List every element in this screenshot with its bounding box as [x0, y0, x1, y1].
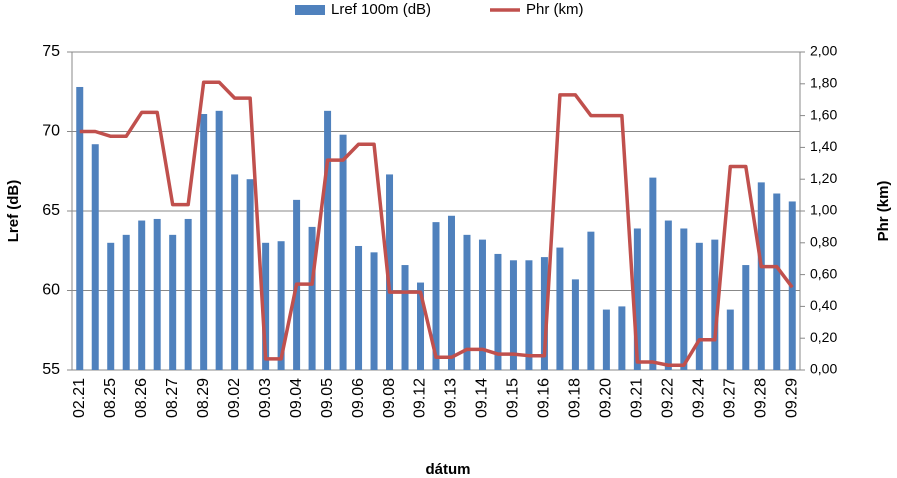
y-tick-label: 60: [42, 282, 60, 299]
bar: [184, 218, 192, 370]
bar: [215, 110, 223, 370]
bar: [525, 260, 533, 370]
bar: [773, 193, 781, 370]
bar: [76, 86, 84, 370]
bar: [138, 220, 146, 370]
bar: [262, 242, 270, 370]
x-tick-label: 09.06: [350, 378, 367, 418]
x-tick-label: 09.13: [443, 378, 460, 418]
bar: [587, 231, 595, 370]
bar: [478, 239, 486, 370]
bar: [742, 265, 750, 370]
bar: [355, 245, 363, 370]
bar: [680, 228, 688, 370]
bar: [122, 234, 130, 370]
x-axis-title: dátum: [426, 461, 471, 478]
bar: [618, 306, 626, 370]
y2-tick-label: 2,00: [810, 43, 837, 59]
bar: [711, 239, 719, 370]
x-tick-label: 08.29: [195, 378, 212, 418]
bar: [447, 215, 455, 370]
bar: [664, 220, 672, 370]
y2-tick-label: 0,20: [810, 329, 837, 345]
bar: [169, 234, 177, 370]
bar: [649, 177, 657, 370]
y2-tick-label: 0,80: [810, 234, 837, 250]
bar: [695, 242, 703, 370]
x-tick-label: 09.27: [722, 378, 739, 418]
bar: [386, 174, 394, 370]
y-tick-label: 70: [42, 123, 60, 140]
y2-axis-title: Phr (km): [875, 181, 892, 242]
y2-tick-label: 0,40: [810, 297, 837, 313]
bar: [246, 179, 254, 370]
x-tick-label: 08.25: [102, 378, 119, 418]
y-axis-title: Lref (dB): [5, 180, 22, 243]
x-tick-label: 09.21: [629, 378, 646, 418]
bar: [231, 174, 239, 370]
x-tick-label: 09.14: [474, 378, 491, 418]
bar: [324, 110, 332, 370]
y-tick-label: 55: [42, 361, 60, 378]
x-tick-label: 09.02: [226, 378, 243, 418]
bar: [153, 218, 161, 370]
bar: [463, 234, 471, 370]
bar: [556, 247, 564, 370]
bar: [200, 114, 208, 370]
y2-tick-label: 0,60: [810, 265, 837, 281]
x-tick-label: 09.12: [412, 378, 429, 418]
bar: [339, 134, 347, 370]
x-tick-label: 08.26: [133, 378, 150, 418]
bar: [432, 222, 440, 370]
legend-label: Phr (km): [526, 1, 584, 18]
bar: [540, 257, 548, 370]
bar: [277, 241, 285, 370]
x-tick-label: 09.03: [257, 378, 274, 418]
bar: [757, 182, 765, 370]
bar: [509, 260, 517, 370]
y2-tick-label: 1,00: [810, 202, 837, 218]
bar: [571, 279, 579, 370]
y2-tick-label: 0,00: [810, 361, 837, 377]
bar: [726, 309, 734, 370]
line: [79, 80, 794, 367]
bar: [417, 282, 425, 370]
legend-label: Lref 100m (dB): [331, 1, 431, 18]
bar: [401, 265, 409, 370]
bar: [91, 144, 99, 370]
bar: [107, 242, 115, 370]
x-tick-label: 08.27: [164, 378, 181, 418]
bar: [494, 253, 502, 370]
x-tick-label: 09.29: [783, 378, 800, 418]
x-tick-label: 09.16: [536, 378, 553, 418]
y2-tick-label: 1,20: [810, 170, 837, 186]
y2-tick-label: 1,80: [810, 75, 837, 91]
y-tick-label: 75: [42, 43, 60, 60]
x-tick-label: 09.20: [598, 378, 615, 418]
x-tick-label: 02.21: [71, 378, 88, 418]
bar: [308, 226, 316, 370]
x-tick-label: 09.08: [381, 378, 398, 418]
legend-swatch: [295, 5, 325, 15]
bar: [602, 309, 610, 370]
y2-tick-label: 1,40: [810, 138, 837, 154]
bar: [370, 252, 378, 370]
y2-tick-label: 1,60: [810, 106, 837, 122]
x-tick-label: 09.24: [691, 378, 708, 418]
x-tick-label: 09.15: [505, 378, 522, 418]
x-tick-label: 09.05: [319, 378, 336, 418]
x-tick-label: 09.28: [752, 378, 769, 418]
y-tick-label: 65: [42, 202, 60, 219]
bar: [633, 228, 641, 370]
x-tick-label: 09.22: [660, 378, 677, 418]
x-tick-label: 09.18: [567, 378, 584, 418]
x-tick-label: 09.04: [288, 378, 305, 418]
